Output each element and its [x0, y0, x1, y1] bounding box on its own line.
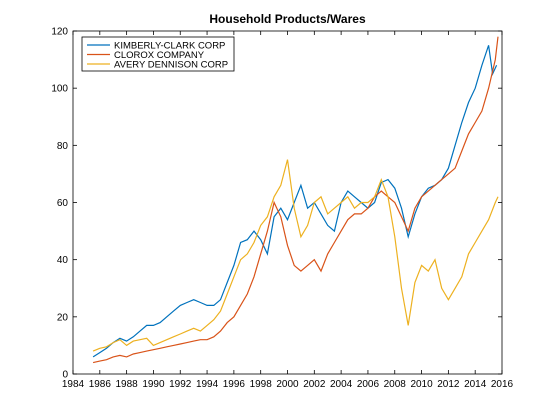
- x-tick-label: 1996: [223, 379, 246, 390]
- y-tick-label: 20: [57, 312, 69, 323]
- x-tick-label: 2000: [276, 379, 299, 390]
- series-line-1: [92, 45, 498, 358]
- x-tick-label: 1992: [169, 379, 192, 390]
- series-line-3: [92, 159, 499, 352]
- y-tick-label: 120: [51, 27, 68, 38]
- y-tick-label: 40: [57, 255, 69, 266]
- plot-frame: [72, 30, 503, 375]
- x-axis: 1984 1986 1988 1990 1992 1994 1996 1998 2000 2002…: [62, 31, 514, 390]
- x-tick-label: 2014: [464, 379, 487, 390]
- x-tick-label: 2006: [357, 379, 380, 390]
- legend-label: CLOROX COMPANY: [114, 50, 205, 61]
- series-line-2: [92, 36, 499, 364]
- x-tick-label: 1998: [250, 379, 273, 390]
- x-tick-label: 1990: [142, 379, 165, 390]
- legend-label: AVERY DENNISON CORP: [114, 60, 228, 71]
- x-tick-label: 2012: [437, 379, 460, 390]
- chart-title: Household Products/Wares: [209, 12, 366, 26]
- x-tick-label: 2010: [410, 379, 433, 390]
- x-tick-label: 1986: [89, 379, 112, 390]
- x-tick-label: 1988: [116, 379, 139, 390]
- x-tick-label: 2008: [384, 379, 407, 390]
- y-tick-label: 60: [57, 198, 69, 209]
- x-tick-label: 1984: [62, 379, 85, 390]
- y-tick-label: 80: [57, 141, 69, 152]
- x-tick-label: 2004: [330, 379, 353, 390]
- x-tick-label: 1994: [196, 379, 219, 390]
- x-tick-label: 2016: [491, 379, 514, 390]
- y-tick-label: 100: [51, 84, 68, 95]
- legend-label: KIMBERLY-CLARK CORP: [114, 41, 225, 52]
- y-tick-label: 0: [62, 370, 68, 381]
- x-tick-label: 2002: [303, 379, 326, 390]
- y-axis: 0 20 40 60 80 100 120: [51, 27, 502, 381]
- plot-lines: [92, 36, 499, 364]
